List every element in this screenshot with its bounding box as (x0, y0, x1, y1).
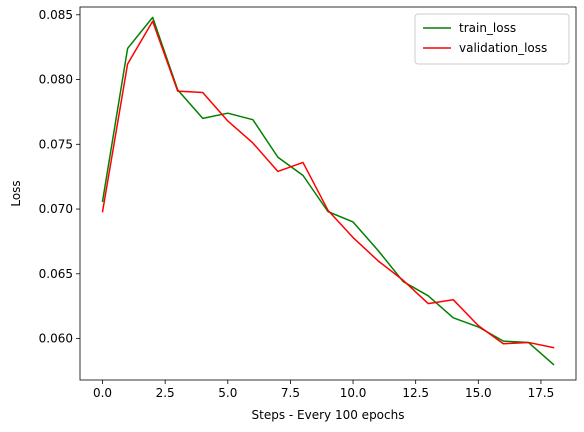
x-tick-label: 17.5 (528, 386, 555, 400)
legend: train_loss validation_loss (414, 13, 570, 65)
legend-box (414, 13, 570, 65)
plot-frame (79, 6, 577, 381)
x-tick-label: 12.5 (402, 386, 429, 400)
x-tick-label: 0.0 (93, 386, 112, 400)
series-line-validation-loss (101, 20, 555, 349)
x-axis-ticks: 0.0 2.5 5.0 7.5 10.0 12.5 15.0 17.5 (93, 380, 554, 400)
x-axis-label: Steps - Every 100 epochs (252, 408, 405, 422)
legend-label: train_loss (459, 21, 516, 35)
y-tick-label: 0.080 (39, 73, 73, 87)
x-tick-label: 7.5 (281, 386, 300, 400)
x-tick-label: 5.0 (218, 386, 237, 400)
x-tick-label: 10.0 (340, 386, 367, 400)
y-tick-label: 0.060 (39, 332, 73, 346)
series-layer (101, 16, 555, 366)
y-tick-label: 0.065 (39, 267, 73, 281)
x-tick-label: 2.5 (156, 386, 175, 400)
y-axis-label: Loss (9, 180, 23, 206)
legend-label: validation_loss (459, 41, 547, 55)
x-tick-label: 15.0 (465, 386, 492, 400)
y-tick-label: 0.085 (39, 8, 73, 22)
y-tick-label: 0.075 (39, 137, 73, 151)
y-axis-ticks: 0.060 0.065 0.070 0.075 0.080 0.085 (39, 8, 80, 346)
y-tick-label: 0.070 (39, 202, 73, 216)
plot-area (80, 7, 576, 380)
